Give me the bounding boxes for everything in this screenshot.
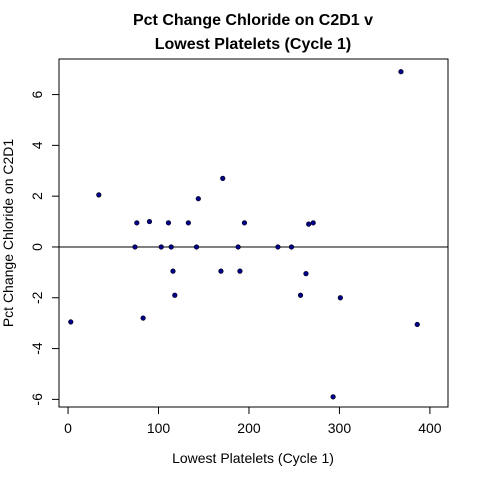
data-point: [398, 69, 404, 75]
data-point: [337, 295, 343, 301]
plot-frame: [58, 58, 449, 408]
data-point: [297, 292, 304, 298]
data-point: [220, 175, 226, 181]
y-axis: -6 -4 -2 0 2 4 6: [29, 90, 60, 406]
data-point: [303, 271, 309, 277]
data-point: [306, 221, 312, 227]
data-point: [170, 268, 176, 274]
data-point: [310, 220, 316, 226]
data-point: [241, 220, 248, 226]
x-tick-label: 100: [147, 420, 171, 436]
y-tick-label: 2: [29, 192, 45, 200]
y-tick-label: -2: [29, 291, 45, 304]
x-axis-label: Lowest Platelets (Cycle 1): [172, 450, 334, 466]
y-axis-label: Pct Change Chloride on C2D1: [0, 139, 16, 328]
chart-title-line-2: Lowest Platelets (Cycle 1): [155, 36, 352, 53]
y-tick-label: -6: [29, 393, 45, 406]
data-point: [168, 244, 174, 250]
x-tick-label: 300: [328, 420, 352, 436]
data-point: [414, 321, 420, 328]
data-point: [165, 220, 172, 226]
data-point: [132, 244, 138, 250]
data-point: [68, 319, 74, 325]
data-point: [172, 292, 178, 298]
y-tick-label: 0: [29, 243, 45, 251]
x-tick-label: 200: [237, 420, 261, 436]
y-tick-label: 6: [29, 90, 45, 98]
x-tick-label: 400: [418, 420, 442, 436]
data-point: [96, 192, 102, 198]
chart-title-line-1: Pct Change Chloride on C2D1 v: [133, 12, 373, 29]
x-tick-label: 0: [64, 420, 72, 436]
x-axis: 0 100 200 300 400: [64, 406, 442, 436]
data-point: [288, 244, 295, 250]
data-point: [195, 196, 201, 202]
data-point: [185, 220, 191, 226]
data-point: [237, 268, 243, 274]
y-tick-label: 4: [29, 141, 45, 149]
data-point: [146, 218, 153, 225]
data-point: [158, 244, 164, 250]
data-point: [134, 220, 140, 226]
data-point: [140, 315, 146, 321]
y-tick-label: -4: [29, 342, 45, 355]
data-point: [235, 244, 241, 250]
data-point: [218, 268, 224, 274]
data-point: [275, 244, 281, 250]
data-point: [330, 394, 336, 400]
data-points: [68, 69, 420, 400]
data-point: [193, 244, 200, 250]
